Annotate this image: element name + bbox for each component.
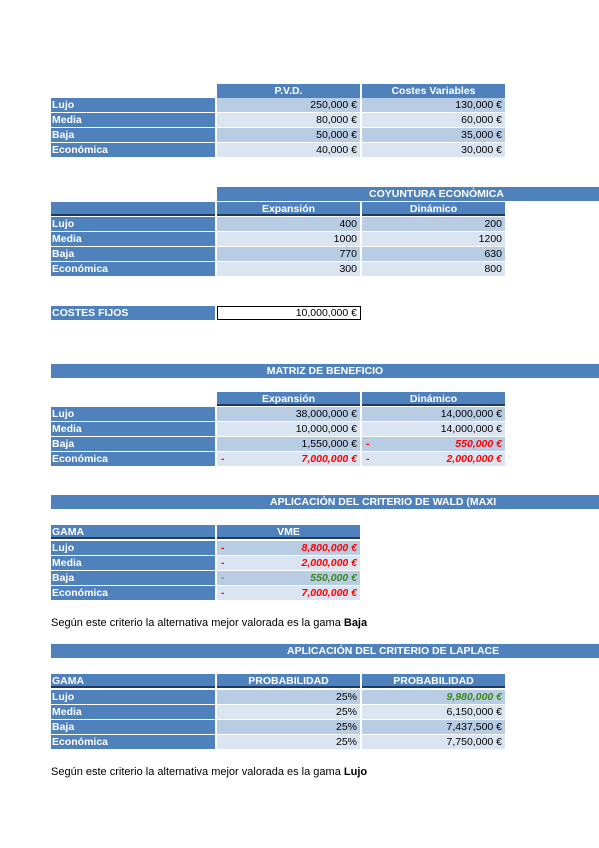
laplace-title-bar: APLICACIÓN DEL CRITERIO DE LAPLACE (51, 644, 599, 658)
ben-exp-baja: 1,550,000 € (217, 437, 360, 451)
lap-label-lujo: Lujo (51, 690, 215, 704)
wald-conclusion: Según este criterio la alternativa mejor… (51, 617, 367, 629)
wald-gama-header: GAMA (51, 525, 215, 539)
row-label-economica: Económica (51, 143, 215, 157)
ben-exp-economica: 7,000,000 € (301, 453, 357, 465)
wald-vme-header: VME (217, 525, 360, 539)
ben-exp-media: 10,000,000 € (217, 422, 360, 436)
coy-label-media: Media (51, 232, 215, 246)
wald-vme-media-cell: - 2,000,000 € (217, 556, 360, 570)
pvd-lujo: 250,000 € (217, 98, 360, 112)
lap-val-economica: 7,750,000 € (362, 735, 505, 749)
lap-val-lujo-cell: 9,980,000 € (362, 690, 505, 704)
coy-din-baja: 630 (362, 247, 505, 261)
ben-din-economica-cell: - 2,000,000 € (362, 452, 505, 466)
wald-vme-economica: 7,000,000 € (301, 587, 357, 599)
coy-din-economica: 800 (362, 262, 505, 276)
ben-label-baja: Baja (51, 437, 215, 451)
row-label-baja: Baja (51, 128, 215, 142)
ben-din-baja: 550,000 € (455, 438, 502, 450)
costes-variables-header: Costes Variables (362, 84, 505, 98)
coy-label-lujo: Lujo (51, 217, 215, 231)
negative-sign: - (221, 587, 225, 599)
ben-expansion-header: Expansión (217, 392, 360, 406)
wald-label-media: Media (51, 556, 215, 570)
negative-sign: - (221, 453, 225, 465)
coy-dinamico-header: Dinámico (362, 202, 505, 216)
pvd-baja: 50,000 € (217, 128, 360, 142)
laplace-conclusion: Según este criterio la alternativa mejor… (51, 766, 367, 778)
cv-economica: 30,000 € (362, 143, 505, 157)
wald-vme-lujo: 8,800,000 € (301, 542, 357, 554)
wald-vme-economica-cell: - 7,000,000 € (217, 586, 360, 600)
wald-vme-lujo-cell: - 8,800,000 € (217, 541, 360, 555)
ben-label-lujo: Lujo (51, 407, 215, 421)
pvd-economica: 40,000 € (217, 143, 360, 157)
laplace-conclusion-choice: Lujo (343, 766, 368, 778)
coy-din-media: 1200 (362, 232, 505, 246)
coy-exp-lujo: 400 (217, 217, 360, 231)
pvd-media: 80,000 € (217, 113, 360, 127)
wald-vme-baja-cell: - 550,000 € (217, 571, 360, 585)
wald-label-baja: Baja (51, 571, 215, 585)
beneficio-title-bar: MATRIZ DE BENEFICIO (51, 364, 599, 378)
wald-label-lujo: Lujo (51, 541, 215, 555)
lap-prob-lujo: 25% (217, 690, 360, 704)
negative-sign: - (366, 453, 370, 465)
ben-exp-economica-cell: - 7,000,000 € (217, 452, 360, 466)
coy-exp-media: 1000 (217, 232, 360, 246)
pvd-header: P.V.D. (217, 84, 360, 98)
negative-sign: - (221, 572, 225, 584)
laplace-prob-header-2: PROBABILIDAD (362, 674, 505, 688)
wald-vme-media: 2,000,000 € (301, 557, 357, 569)
coy-expansion-header: Expansión (217, 202, 360, 216)
negative-sign: - (366, 438, 370, 450)
laplace-conclusion-text: Según este criterio la alternativa mejor… (51, 766, 344, 778)
ben-label-media: Media (51, 422, 215, 436)
coy-label-economica: Económica (51, 262, 215, 276)
costes-fijos-value: 10,000,000 € (217, 306, 361, 320)
coyuntura-title-bar: COYUNTURA ECONÓMICA (217, 187, 599, 201)
ben-din-economica: 2,000,000 € (446, 453, 502, 465)
cv-media: 60,000 € (362, 113, 505, 127)
coy-corner (51, 202, 215, 216)
coy-din-lujo: 200 (362, 217, 505, 231)
lap-val-baja: 7,437,500 € (362, 720, 505, 734)
wald-title-bar: APLICACIÓN DEL CRITERIO DE WALD (MAXI (51, 495, 599, 509)
negative-sign: - (221, 542, 225, 554)
laplace-gama-header: GAMA (51, 674, 215, 688)
coyuntura-title: COYUNTURA ECONÓMICA (369, 188, 504, 200)
row-label-media: Media (51, 113, 215, 127)
wald-label-economica: Económica (51, 586, 215, 600)
lap-prob-baja: 25% (217, 720, 360, 734)
wald-title: APLICACIÓN DEL CRITERIO DE WALD (MAXI (270, 496, 497, 508)
laplace-title: APLICACIÓN DEL CRITERIO DE LAPLACE (287, 645, 500, 657)
coy-exp-economica: 300 (217, 262, 360, 276)
wald-conclusion-text: Según este criterio la alternativa mejor… (51, 617, 344, 629)
ben-dinamico-header: Dinámico (362, 392, 505, 406)
lap-val-media: 6,150,000 € (362, 705, 505, 719)
lap-label-baja: Baja (51, 720, 215, 734)
ben-din-baja-cell: - 550,000 € (362, 437, 505, 451)
row-label-lujo: Lujo (51, 98, 215, 112)
ben-din-media: 14,000,000 € (362, 422, 505, 436)
laplace-prob-header-1: PROBABILIDAD (217, 674, 360, 688)
lap-label-economica: Económica (51, 735, 215, 749)
wald-vme-baja: 550,000 € (310, 572, 357, 584)
costes-fijos-label: COSTES FIJOS (51, 306, 215, 320)
ben-label-economica: Económica (51, 452, 215, 466)
cv-lujo: 130,000 € (362, 98, 505, 112)
ben-exp-lujo: 38,000,000 € (217, 407, 360, 421)
negative-sign: - (221, 557, 225, 569)
beneficio-title: MATRIZ DE BENEFICIO (266, 365, 384, 377)
lap-prob-media: 25% (217, 705, 360, 719)
ben-din-lujo: 14,000,000 € (362, 407, 505, 421)
lap-label-media: Media (51, 705, 215, 719)
lap-val-lujo: 9,980,000 € (446, 691, 502, 703)
coy-label-baja: Baja (51, 247, 215, 261)
coy-exp-baja: 770 (217, 247, 360, 261)
lap-prob-economica: 25% (217, 735, 360, 749)
wald-conclusion-choice: Baja (343, 617, 368, 629)
cv-baja: 35,000 € (362, 128, 505, 142)
